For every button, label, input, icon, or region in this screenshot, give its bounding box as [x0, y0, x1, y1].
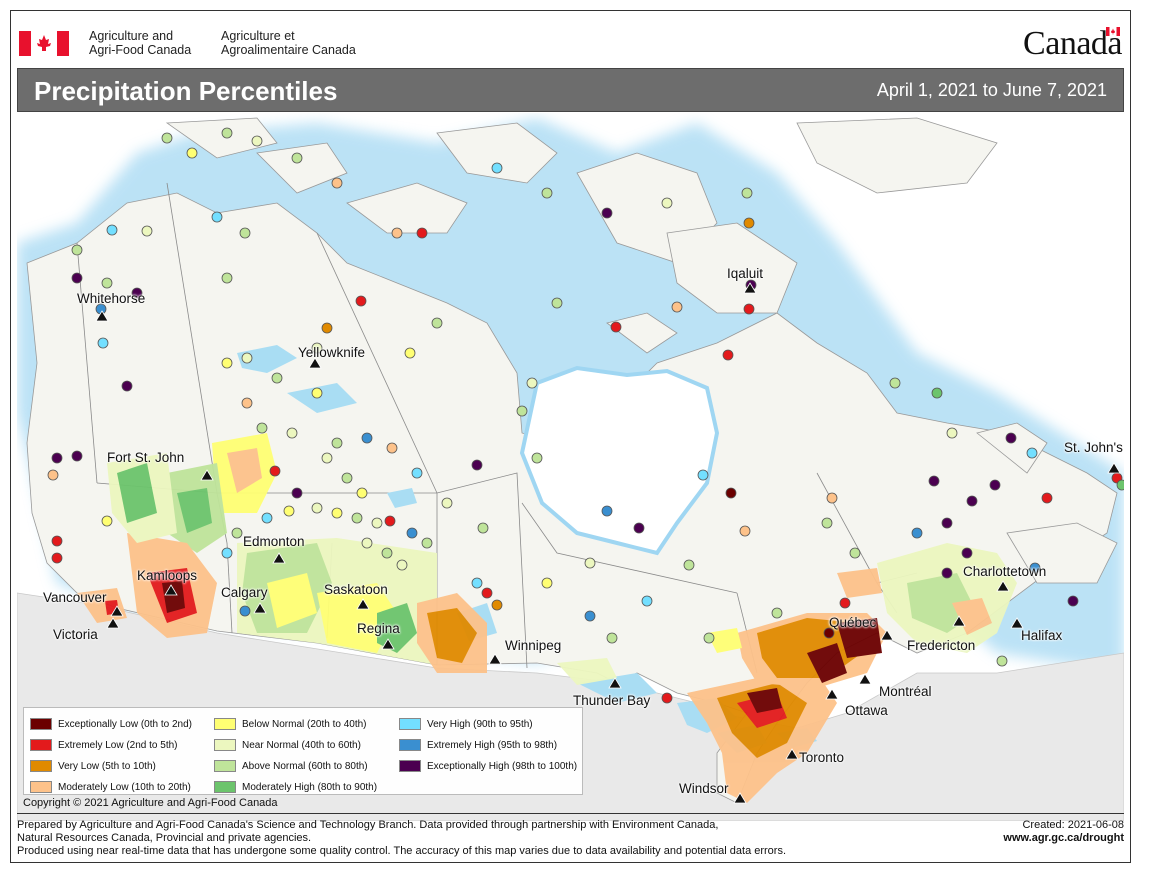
- legend-item: Exceptionally Low (0th to 2nd): [30, 718, 192, 732]
- legend-swatch: [214, 781, 236, 794]
- legend-swatch: [30, 739, 52, 752]
- station-points: [47, 127, 1124, 704]
- legend-label: Extremely Low (2nd to 5th): [58, 740, 178, 751]
- legend-item: Very High (90th to 95th): [399, 718, 533, 732]
- canada-wordmark: Canada: [1023, 25, 1122, 62]
- city-label-edmonton: Edmonton: [243, 534, 305, 549]
- map-frame: Agriculture and Agri-Food Canada Agricul…: [10, 10, 1131, 863]
- city-label-toronto: Toronto: [799, 750, 845, 765]
- legend-swatch: [399, 718, 421, 731]
- header: Agriculture and Agri-Food Canada Agricul…: [11, 11, 1130, 67]
- legend-label: Extremely High (95th to 98th): [427, 740, 558, 751]
- city-label-thunder-bay: Thunder Bay: [573, 693, 651, 708]
- legend-swatch: [30, 718, 52, 731]
- legend-label: Exceptionally High (98th to 100th): [427, 761, 578, 772]
- arctic-islands: [165, 117, 1118, 584]
- department-name-en: Agriculture and Agri-Food Canada: [89, 29, 191, 57]
- precip-areas-east: [557, 543, 1017, 803]
- city-label-fredericton: Fredericton: [907, 638, 976, 653]
- department-name-fr: Agriculture et Agroalimentaire Canada: [221, 29, 356, 57]
- legend-item: Below Normal (20th to 40th): [214, 718, 367, 732]
- city-label-calgary: Calgary: [221, 585, 268, 600]
- date-range: April 1, 2021 to June 7, 2021: [876, 80, 1107, 100]
- map-legend: Exceptionally Low (0th to 2nd) Extremely…: [23, 707, 583, 795]
- map-title: Precipitation Percentiles: [34, 76, 338, 106]
- footer-line3: Produced using near real-time data that …: [17, 845, 787, 857]
- legend-swatch: [399, 760, 421, 773]
- legend-item: Moderately High (80th to 90th): [214, 781, 377, 795]
- city-label-quebec: Québec: [829, 615, 877, 630]
- wordmark-flag-icon: [1106, 27, 1120, 36]
- legend-label: Moderately High (80th to 90th): [242, 782, 378, 793]
- city-label-charlottetown: Charlottetown: [963, 564, 1047, 579]
- legend-item: Extremely High (95th to 98th): [399, 739, 557, 753]
- legend-label: Above Normal (60th to 80th): [242, 761, 368, 772]
- map-canvas: Whitehorse Yellowknife Iqaluit Fort St. …: [17, 113, 1124, 821]
- city-label-regina: Regina: [357, 621, 400, 636]
- footer-divider: [17, 813, 1124, 814]
- city-markers: [95, 282, 1121, 804]
- city-label-iqaluit: Iqaluit: [727, 266, 764, 281]
- copyright: Copyright © 2021 Agriculture and Agri-Fo…: [23, 797, 278, 809]
- created-date: Created: 2021-06-08: [1022, 819, 1124, 831]
- legend-swatch: [30, 760, 52, 773]
- hudson-bay: [519, 365, 720, 556]
- legend-swatch: [214, 760, 236, 773]
- map-svg: [17, 113, 1124, 821]
- legend-label: Exceptionally Low (0th to 2nd): [58, 719, 192, 730]
- city-label-kamloops: Kamloops: [137, 568, 198, 583]
- source-url[interactable]: www.agr.gc.ca/drought: [1003, 832, 1124, 844]
- city-label-vancouver: Vancouver: [43, 590, 107, 605]
- footer-credits: Prepared by Agriculture and Agri-Food Ca…: [17, 819, 897, 858]
- city-label-montreal: Montréal: [879, 684, 932, 699]
- legend-swatch: [399, 739, 421, 752]
- city-label-saskatoon: Saskatoon: [324, 582, 388, 597]
- legend-item: Near Normal (40th to 60th): [214, 739, 361, 753]
- legend-swatch: [30, 781, 52, 794]
- canada-flag-icon: [19, 31, 69, 56]
- legend-item: Above Normal (60th to 80th): [214, 760, 368, 774]
- legend-item: Moderately Low (10th to 20th): [30, 781, 191, 795]
- legend-label: Below Normal (20th to 40th): [242, 719, 367, 730]
- legend-swatch: [214, 718, 236, 731]
- city-label-ottawa: Ottawa: [845, 703, 888, 718]
- legend-swatch: [214, 739, 236, 752]
- title-bar: Precipitation Percentiles April 1, 2021 …: [17, 68, 1124, 112]
- legend-label: Very Low (5th to 10th): [58, 761, 156, 772]
- legend-label: Moderately Low (10th to 20th): [58, 782, 191, 793]
- city-label-whitehorse: Whitehorse: [77, 291, 146, 306]
- footer-meta: Created: 2021-06-08 www.agr.gc.ca/drough…: [1003, 819, 1124, 845]
- legend-item: Exceptionally High (98th to 100th): [399, 760, 577, 774]
- city-label-yellowknife: Yellowknife: [298, 345, 366, 360]
- footer-line2: Natural Resources Canada, Provincial and…: [17, 832, 312, 844]
- dept-en-line1: Agriculture and: [89, 29, 174, 43]
- city-label-winnipeg: Winnipeg: [505, 638, 562, 653]
- city-label-victoria: Victoria: [53, 627, 98, 642]
- city-label-halifax: Halifax: [1021, 628, 1063, 643]
- precip-areas-west: [77, 433, 487, 673]
- legend-item: Very Low (5th to 10th): [30, 760, 156, 774]
- legend-label: Very High (90th to 95th): [427, 719, 533, 730]
- footer-line1: Prepared by Agriculture and Agri-Food Ca…: [17, 819, 719, 831]
- legend-item: Extremely Low (2nd to 5th): [30, 739, 178, 753]
- city-label-st-johns: St. John's: [1064, 440, 1123, 455]
- city-label-fort-st-john: Fort St. John: [107, 450, 185, 465]
- dept-fr-line1: Agriculture et: [221, 29, 295, 43]
- city-label-windsor: Windsor: [679, 781, 729, 796]
- dept-en-line2: Agri-Food Canada: [89, 43, 192, 57]
- legend-label: Near Normal (40th to 60th): [242, 740, 361, 751]
- dept-fr-line2: Agroalimentaire Canada: [221, 43, 356, 57]
